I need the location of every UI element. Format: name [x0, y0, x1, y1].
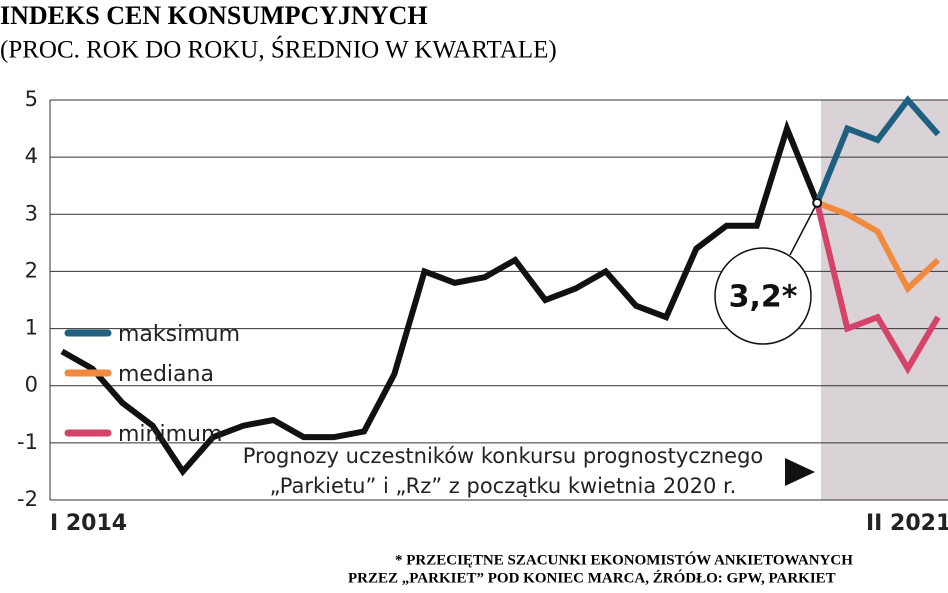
y-tick-label: 4: [25, 144, 38, 168]
callout-label: 3,2*: [729, 280, 798, 315]
chart-subtitle: (PROC. ROK DO ROKU, ŚREDNIO W KWARTALE): [0, 36, 557, 64]
y-tick-label: 3: [25, 201, 38, 225]
footnote: PRZEZ „PARKIET” POD KONIEC MARCA, ŹRÓDŁO…: [348, 569, 836, 586]
annotation: „Parkietu” i „Rz” z początku kwietnia 20…: [270, 474, 737, 498]
callout-point: [812, 197, 823, 208]
legend-label: maksimum: [118, 322, 240, 347]
chart-title: INDEKS CEN KONSUMPCYJNYCH: [0, 1, 428, 30]
y-tick-label: 1: [25, 316, 38, 340]
y-tick-label: 0: [25, 373, 38, 397]
legend-label: mediana: [118, 362, 214, 387]
callout-circle: [714, 247, 812, 345]
arrow: [785, 458, 815, 486]
y-tick-label: -2: [17, 487, 38, 511]
series-line: [60, 119, 820, 477]
footnote: * PRZECIĘTNE SZACUNKI EKONOMISTÓW ANKIET…: [395, 551, 853, 568]
annotation: Prognozy uczestników konkursu prognostyc…: [243, 444, 764, 468]
x-tick-label: II 2021: [866, 511, 948, 536]
x-tick-label: I 2014: [50, 511, 127, 536]
legend-label: minimum: [118, 422, 222, 447]
series-line: [816, 200, 941, 294]
series-line: [814, 95, 941, 204]
y-tick-label: -1: [17, 430, 38, 454]
series-line: [814, 202, 941, 375]
y-tick-label: 2: [25, 258, 38, 282]
callout-line: [789, 202, 818, 256]
y-tick-label: 5: [25, 87, 38, 111]
